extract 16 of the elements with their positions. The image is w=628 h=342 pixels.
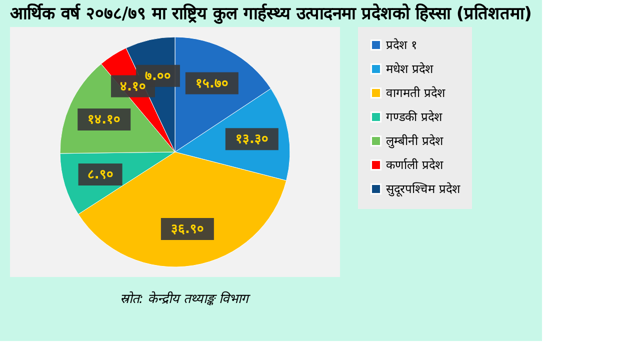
legend-label: मधेश प्रदेश	[386, 62, 434, 76]
data-label: ३६.९०	[170, 222, 204, 237]
legend-label: प्रदेश १	[386, 38, 417, 52]
legend-label: गण्डकी प्रदेश	[386, 110, 443, 124]
legend-label: लुम्बीनी प्रदेश	[386, 134, 444, 149]
data-label: ७.००	[145, 68, 171, 84]
data-label: ४.१०	[120, 79, 146, 94]
data-label: १५.७०	[195, 76, 228, 92]
legend-label: वागमती प्रदेश	[386, 86, 446, 100]
legend-label: कर्णाली प्रदेश	[386, 158, 444, 172]
legend-label: सुदूरपश्चिम प्रदेश	[386, 182, 461, 197]
data-label: १३.३०	[235, 132, 268, 148]
chart-title: आर्थिक वर्ष २०७८/७९ मा राष्ट्रिय कुल गार्हस्थ्य उत्पादनमा प्रदेशको हिस्सा (प्रतिशतमा)	[10, 3, 532, 24]
data-label: ८.९०	[87, 167, 114, 182]
text: स्रोत: केन्द्रीय तथ्याङ्क विभाग	[120, 291, 251, 307]
data-label: १४.१०	[88, 112, 121, 128]
